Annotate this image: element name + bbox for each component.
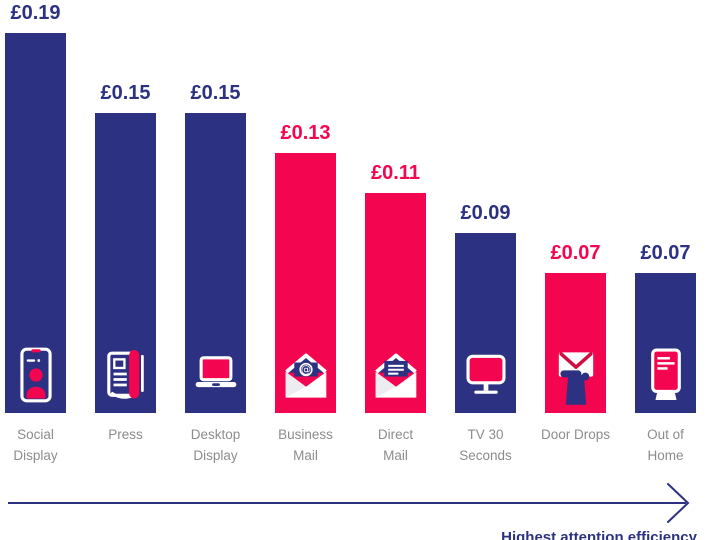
bar-press: [95, 113, 156, 413]
arrow-head-icon: [667, 483, 690, 523]
envelope-at-icon: @: [281, 342, 331, 408]
value-label-business-mail: £0.13: [280, 122, 331, 144]
category-label-door-drops: Door Drops: [540, 427, 611, 442]
category-label-tv-30-seconds: TV 30 Seconds: [459, 427, 512, 463]
right-arrow-axis: [8, 483, 690, 523]
laptop-icon: [191, 342, 241, 408]
chart-column-tv-30-seconds: £0.09 TV 30 Seconds: [455, 0, 516, 540]
value-label-desktop-display: £0.15: [190, 82, 241, 104]
bar-direct-mail: [365, 193, 426, 413]
category-label-out-of-home: Out of Home: [647, 427, 684, 463]
chart-column-out-of-home: £0.07 Out of Home: [635, 0, 696, 540]
value-label-direct-mail: £0.11: [371, 162, 420, 184]
chart-column-door-drops: £0.07 Door Drops: [541, 0, 610, 540]
value-label-out-of-home: £0.07: [640, 242, 691, 264]
smartphone-person-icon: [11, 342, 61, 408]
category-label-press: Press: [108, 427, 143, 442]
bar-door-drops: [545, 273, 606, 413]
bar-desktop-display: [185, 113, 246, 413]
value-label-press: £0.15: [100, 82, 151, 104]
category-label-social-display: Social Display: [13, 427, 58, 463]
billboard-kiosk-icon: [641, 342, 691, 408]
chart-column-press: £0.15 Press: [95, 0, 156, 540]
bar-social-display: [5, 33, 66, 413]
value-label-social-display: £0.19: [10, 2, 61, 24]
category-label-business-mail: Business Mail: [278, 427, 333, 463]
bar-tv-30-seconds: [455, 233, 516, 413]
envelope-letter-icon: [371, 342, 421, 408]
bar-out-of-home: [635, 273, 696, 413]
svg-text:@: @: [300, 365, 310, 376]
axis-caption: Highest attention efficiency: [501, 529, 697, 540]
bar-business-mail: @: [275, 153, 336, 413]
chart-column-social-display: £0.19 Social Display: [5, 0, 66, 540]
value-label-door-drops: £0.07: [550, 242, 601, 264]
chart-column-desktop-display: £0.15 Desktop Display: [185, 0, 246, 540]
tv-icon: [461, 342, 511, 408]
value-label-tv-30-seconds: £0.09: [460, 202, 511, 224]
category-label-desktop-display: Desktop Display: [190, 427, 241, 463]
chart-column-business-mail: £0.13 @ Business Mail: [275, 0, 336, 540]
category-label-direct-mail: Direct Mail: [377, 427, 414, 463]
newspaper-icon: [101, 342, 151, 408]
chart-column-direct-mail: £0.11 Direct Mail: [365, 0, 426, 540]
hand-envelope-icon: [551, 342, 601, 408]
